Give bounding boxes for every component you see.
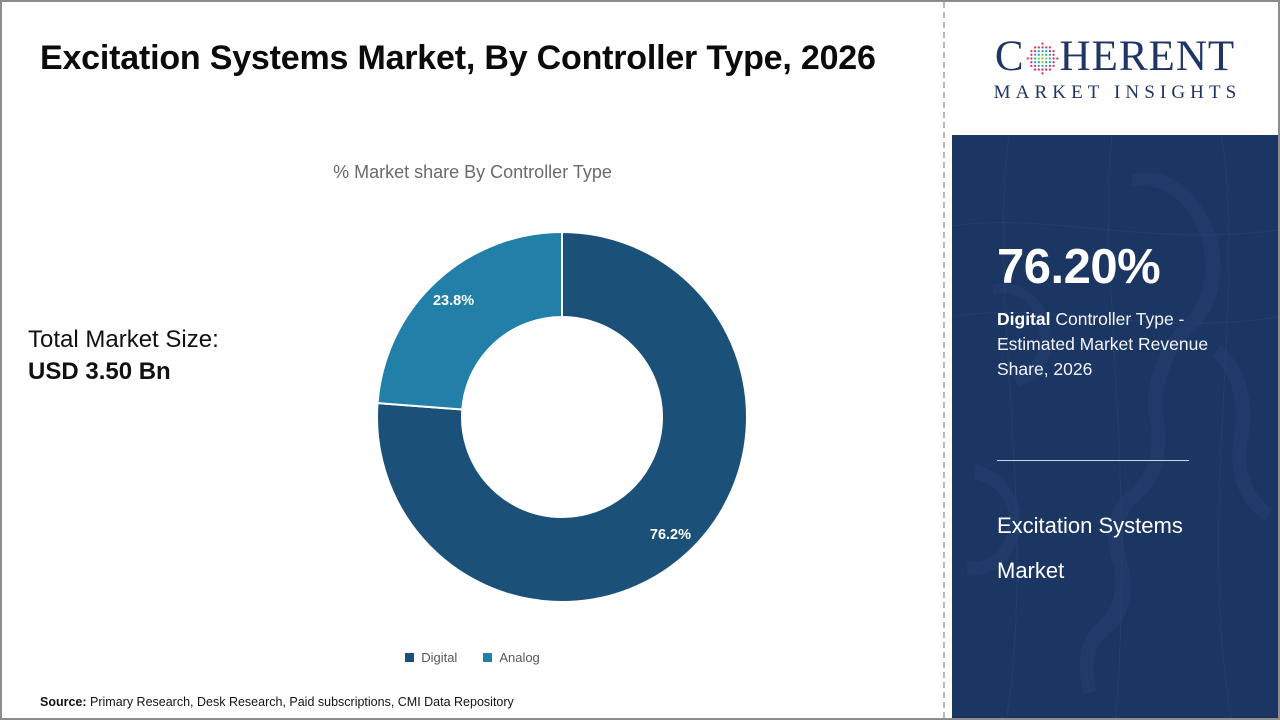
dotted-globe-icon: [1026, 42, 1058, 75]
legend-item-analog[interactable]: Analog: [483, 650, 540, 665]
world-map-watermark-icon: [952, 135, 1278, 718]
donut-slice-label-digital: 76.2%: [650, 527, 691, 543]
source-label: Source:: [40, 695, 87, 709]
source-text: Primary Research, Desk Research, Paid su…: [86, 695, 514, 709]
total-market-size-value: USD 3.50 Bn: [28, 357, 171, 385]
stat-description-emphasis: Digital: [997, 309, 1051, 329]
logo-letter-c: C: [994, 33, 1025, 80]
donut-chart: 76.2% 23.8%: [362, 217, 762, 617]
legend-label: Analog: [499, 650, 540, 665]
chart-legend: Digital Analog: [2, 650, 943, 665]
logo-letters-herent: HERENT: [1059, 33, 1236, 80]
stat-percent-value: 76.20%: [997, 240, 1161, 294]
donut-chart-svg: 76.2% 23.8%: [376, 230, 748, 603]
legend-swatch-icon: [483, 653, 493, 662]
donut-slice-label-group: 76.2% 23.8%: [433, 293, 691, 543]
page-title: Excitation Systems Market, By Controller…: [40, 39, 876, 77]
donut-slice-digital: [376, 230, 748, 603]
stat-content: 76.20% Digital Controller Type - Estimat…: [952, 135, 1278, 718]
source-footer: Source: Primary Research, Desk Research,…: [40, 695, 514, 709]
donut-slice-analog: [376, 230, 563, 411]
donut-slice-label-analog: 23.8%: [433, 293, 474, 309]
highlight-stat-panel: 76.20% Digital Controller Type - Estimat…: [952, 135, 1278, 718]
total-market-size-label: Total Market Size:: [28, 326, 219, 353]
logo-wordmark: C HERENT: [995, 35, 1235, 78]
legend-swatch-icon: [405, 653, 415, 662]
stat-description-rest: Controller Type - Estimated Market Reven…: [997, 309, 1209, 380]
chart-region: Excitation Systems Market, By Controller…: [2, 2, 943, 718]
stat-divider-rule: [997, 460, 1189, 461]
sidebar-region: C HERENT MARKET INSIGHTS: [952, 2, 1278, 718]
stat-description: Digital Controller Type - Estimated Mark…: [997, 307, 1245, 382]
logo-tagline: MARKET INSIGHTS: [993, 82, 1242, 103]
total-market-size-block: Total Market Size: USD 3.50 Bn: [28, 324, 328, 387]
chart-subtitle: % Market share By Controller Type: [333, 162, 612, 182]
donut-slice-group: [376, 230, 748, 603]
stat-market-name: Excitation Systems Market: [997, 513, 1183, 584]
legend-item-digital[interactable]: Digital: [405, 650, 457, 665]
legend-label: Digital: [421, 650, 458, 665]
brand-logo: C HERENT MARKET INSIGHTS: [952, 2, 1278, 135]
vertical-dashed-divider: [943, 2, 945, 718]
